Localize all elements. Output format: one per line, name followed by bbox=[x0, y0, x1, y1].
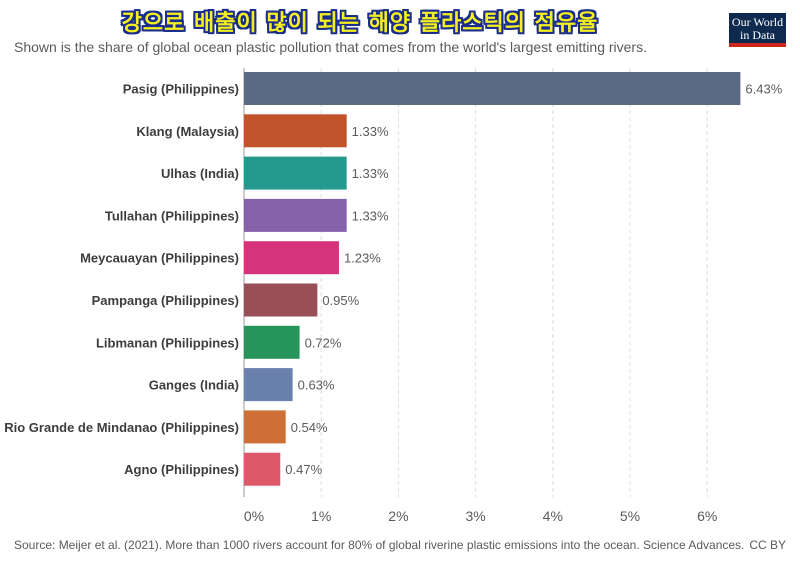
x-tick-label: 0% bbox=[244, 508, 264, 524]
bar[interactable] bbox=[244, 368, 293, 402]
bar[interactable] bbox=[244, 410, 286, 444]
license-link[interactable]: CC BY bbox=[749, 538, 786, 552]
value-label: 0.63% bbox=[298, 378, 335, 393]
bar[interactable] bbox=[244, 452, 281, 486]
value-label: 0.95% bbox=[322, 293, 359, 308]
bar[interactable] bbox=[244, 198, 347, 232]
x-tick-label: 4% bbox=[543, 508, 563, 524]
category-label: Agno (Philippines) bbox=[124, 462, 239, 477]
logo-line-1: Our World bbox=[731, 15, 784, 29]
grid-layer bbox=[243, 68, 708, 497]
chart-title: 강으로 배출이 많이 되는 해양 플라스틱의 점유율 bbox=[121, 11, 599, 36]
value-label: 1.23% bbox=[344, 251, 381, 266]
bar-layer bbox=[244, 72, 741, 486]
value-label: 0.54% bbox=[291, 420, 328, 435]
bar[interactable] bbox=[244, 156, 347, 190]
category-label: Pasig (Philippines) bbox=[123, 82, 239, 97]
bar[interactable] bbox=[244, 114, 347, 148]
value-label: 1.33% bbox=[352, 124, 389, 139]
bar[interactable] bbox=[244, 325, 300, 359]
category-label: Meycauayan (Philippines) bbox=[80, 251, 239, 266]
x-tick-label: 5% bbox=[620, 508, 640, 524]
bar[interactable] bbox=[244, 241, 339, 275]
logo-line-2: in Data bbox=[740, 28, 775, 42]
value-label: 1.33% bbox=[352, 208, 389, 223]
value-label: 6.43% bbox=[745, 82, 782, 97]
bar-chart: 0% 1% 2% 3% 4% 5% 6% Pasig (Philippines) 6.43% Kl… bbox=[4, 68, 783, 525]
category-label: Pampanga (Philippines) bbox=[92, 293, 239, 308]
bar[interactable] bbox=[244, 283, 318, 317]
category-label: Klang (Malaysia) bbox=[136, 124, 239, 139]
owid-logo[interactable]: Our World in Data bbox=[729, 13, 786, 47]
value-label: 0.72% bbox=[305, 335, 342, 350]
category-label: Ulhas (India) bbox=[161, 166, 239, 181]
category-label: Ganges (India) bbox=[149, 378, 239, 393]
source-note: Source: Meijer et al. (2021). More than … bbox=[14, 538, 745, 552]
bar[interactable] bbox=[244, 72, 741, 105]
label-layer: 0% 1% 2% 3% 4% 5% 6% Pasig (Philippines) 6.43% Kl… bbox=[4, 82, 782, 525]
x-tick-label: 1% bbox=[311, 508, 331, 524]
value-label: 0.47% bbox=[285, 462, 322, 477]
x-tick-label: 2% bbox=[388, 508, 408, 524]
category-label: Libmanan (Philippines) bbox=[96, 335, 239, 350]
category-label: Tullahan (Philippines) bbox=[105, 208, 239, 223]
x-tick-label: 6% bbox=[697, 508, 717, 524]
x-tick-label: 3% bbox=[465, 508, 485, 524]
value-label: 1.33% bbox=[352, 166, 389, 181]
category-label: Rio Grande de Mindanao (Philippines) bbox=[4, 420, 239, 435]
chart-subtitle: Shown is the share of global ocean plast… bbox=[14, 39, 647, 55]
